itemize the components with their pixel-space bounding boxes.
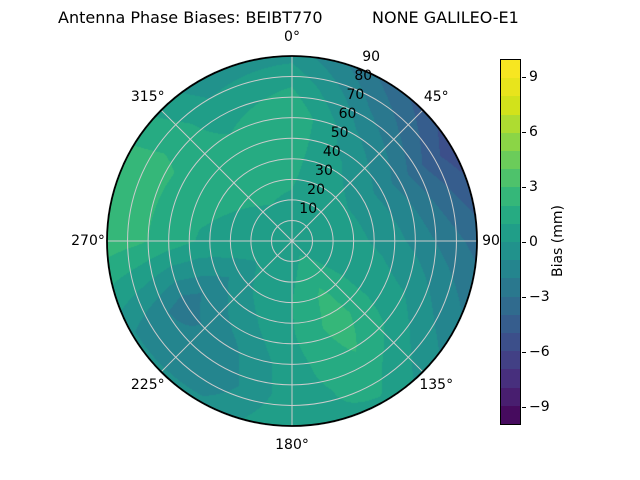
colorbar-band (501, 187, 520, 206)
polar-outer-edge (106, 55, 478, 427)
colorbar-tick-mark (522, 296, 526, 298)
radial-tick-label: 90 (362, 49, 381, 66)
radial-tick-label: 20 (307, 182, 325, 199)
angular-tick-label: 270° (71, 233, 105, 249)
angular-tick-label: 225° (130, 377, 165, 394)
colorbar-tick-mark (522, 77, 526, 79)
colorbar-tick-mark (522, 351, 526, 353)
colorbar-band (501, 296, 520, 315)
colorbar-axis-label: Bias (mm) (550, 204, 566, 278)
colorbar-band (501, 223, 520, 243)
radial-tick-label: 80 (354, 68, 373, 85)
colorbar-band (501, 260, 520, 279)
figure-title-signal: NONE GALILEO-E1 (372, 8, 519, 27)
radial-tick-label: 10 (299, 201, 318, 218)
angular-tick-label: 45° (423, 88, 449, 105)
colorbar-band (501, 369, 520, 388)
angular-tick-label: 135° (419, 377, 454, 394)
colorbar-band (501, 333, 520, 352)
colorbar-band (501, 60, 520, 79)
colorbar-band (501, 151, 520, 170)
colorbar-tick-mark (522, 242, 526, 243)
angular-gridline-spoke (160, 240, 293, 373)
colorbar-band (501, 351, 520, 370)
colorbar-band (501, 314, 520, 334)
colorbar-band (501, 242, 520, 261)
colorbar-band (501, 405, 520, 425)
colorbar-tick-label: 0 (529, 234, 538, 250)
colorbar-tick-label: −9 (529, 398, 550, 415)
radial-tick-label: 30 (315, 163, 333, 180)
radial-tick-label: 60 (338, 106, 357, 123)
colorbar (500, 59, 521, 425)
colorbar-tick-label: −6 (529, 343, 550, 360)
colorbar-tick-mark (522, 187, 526, 189)
colorbar-band (501, 78, 520, 97)
angular-tick-label: 180° (275, 437, 309, 453)
colorbar-tick-label: 3 (529, 179, 538, 196)
colorbar-tick-label: 6 (529, 124, 538, 141)
angular-gridline-spoke (291, 109, 424, 242)
colorbar-band (501, 96, 520, 115)
angular-gridline-spoke (160, 109, 293, 242)
colorbar-band (501, 114, 520, 133)
angular-tick-label: 315° (130, 88, 165, 105)
angular-gridline-spoke (291, 240, 424, 373)
angular-tick-label: 0° (284, 29, 300, 45)
figure-title-station: Antenna Phase Biases: BEIBT770 (58, 8, 323, 27)
colorbar-band (501, 169, 520, 188)
colorbar-band (501, 278, 520, 297)
colorbar-tick-label: 9 (529, 69, 538, 86)
radial-tick-label: 40 (322, 144, 341, 161)
radial-tick-label: 50 (330, 125, 349, 142)
colorbar-band (501, 205, 520, 224)
colorbar-tick-mark (522, 406, 526, 408)
colorbar-band (501, 387, 520, 406)
colorbar-tick-label: −3 (529, 288, 550, 305)
radial-tick-label: 70 (346, 87, 365, 104)
colorbar-band (501, 132, 520, 152)
colorbar-tick-mark (522, 132, 526, 134)
angular-tick-label: 90 (482, 233, 500, 249)
